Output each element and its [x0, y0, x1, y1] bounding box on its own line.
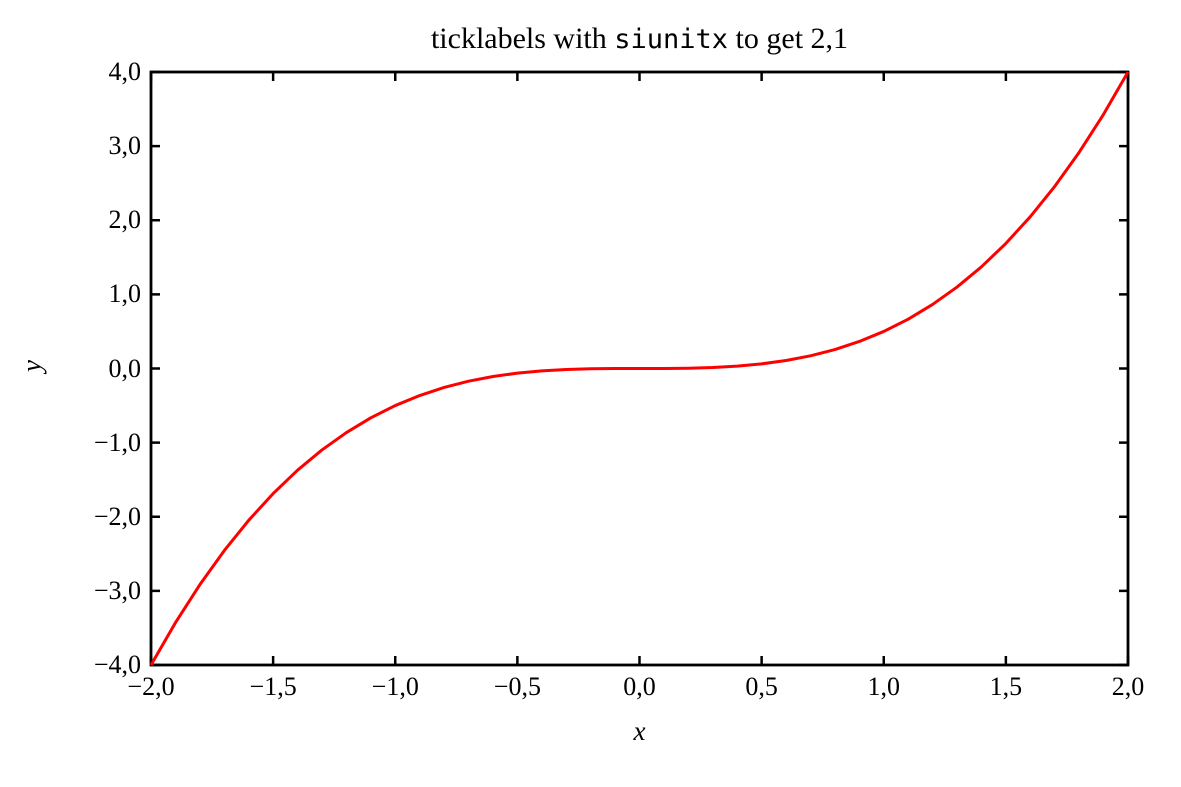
chart-title-code: siunitx	[614, 24, 729, 55]
y-tick-label: −4,0	[93, 650, 141, 679]
x-tick-label: 1,5	[989, 672, 1023, 701]
y-axis-label: y	[16, 360, 47, 372]
x-tick-label: −1,0	[371, 672, 419, 701]
y-tick-label: 4,0	[108, 57, 142, 86]
x-tick-label: −1,5	[249, 672, 297, 701]
x-axis-label: x	[633, 716, 646, 746]
x-tick-label: 0,5	[745, 672, 778, 701]
y-tick-label: −2,0	[93, 501, 141, 531]
y-tick-label: 2,0	[108, 205, 142, 235]
chart-title: ticklabels with siunitx to get 2,1	[151, 22, 1128, 56]
chart-title-suffix: to get 2,1	[728, 22, 849, 55]
chart-title-prefix: ticklabels with	[430, 22, 615, 55]
y-tick-label: −1,0	[93, 427, 141, 457]
x-tick-label: 1,0	[867, 672, 901, 701]
x-tick-label: −0,5	[493, 672, 541, 701]
x-tick-label: 0,0	[623, 672, 656, 701]
y-tick-label: 0,0	[108, 353, 142, 383]
x-tick-label: 2,0	[1111, 672, 1145, 701]
y-tick-label: 3,0	[108, 131, 142, 161]
y-tick-label: 1,0	[108, 279, 142, 309]
x-tick-label: −2,0	[127, 672, 175, 701]
curve	[149, 71, 1130, 666]
y-tick-label: −3,0	[93, 575, 141, 605]
